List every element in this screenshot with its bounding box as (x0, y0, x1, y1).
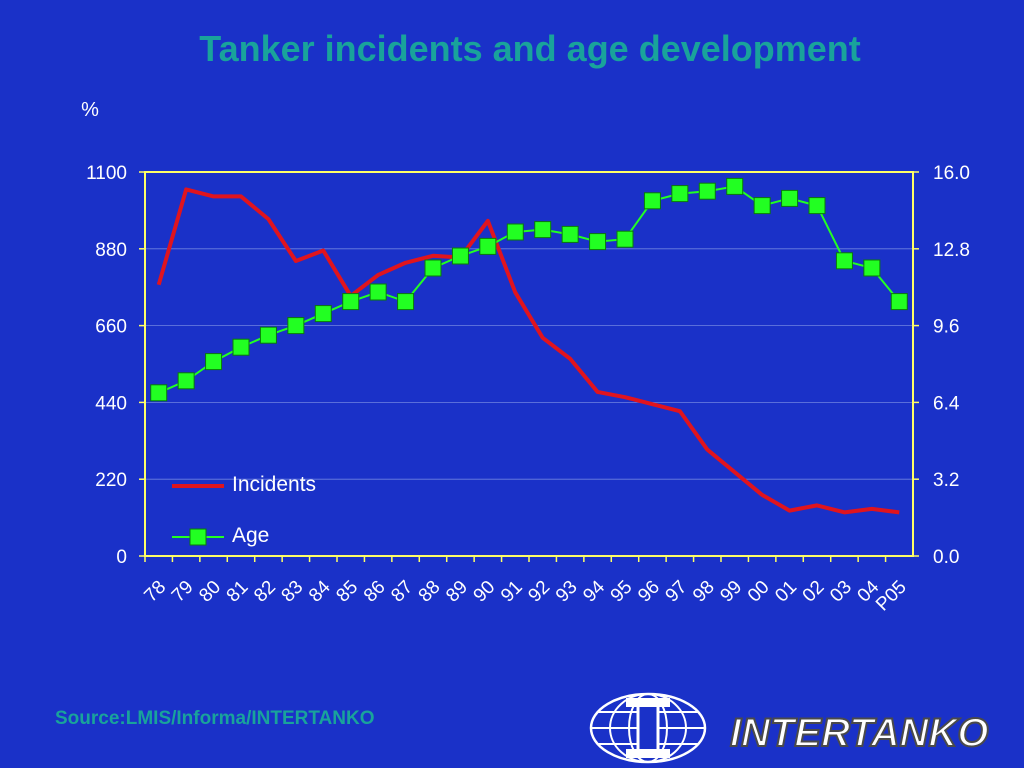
age-point (205, 353, 223, 371)
age-point (506, 223, 524, 241)
age-point (232, 338, 250, 356)
x-tick-label: 81 (223, 577, 253, 607)
age-point (835, 252, 853, 270)
age-point (397, 293, 415, 311)
x-tick-label: 78 (140, 577, 170, 607)
age-point (479, 237, 497, 255)
age-point (451, 247, 469, 265)
age-point (643, 192, 661, 210)
y-tick-label: 220 (95, 470, 127, 491)
x-tick-label: 95 (607, 577, 637, 607)
x-tick-label: 79 (168, 577, 198, 607)
x-tick-label: 99 (716, 577, 746, 607)
age-point (259, 326, 277, 344)
x-tick-label: 90 (470, 577, 500, 607)
age-point (314, 305, 332, 323)
age-point (616, 230, 634, 248)
x-tick-label: 85 (332, 577, 362, 607)
y-tick-label: 880 (95, 240, 127, 261)
age-point (150, 384, 168, 402)
y2-tick-label: 9.6 (933, 317, 959, 338)
age-point (342, 293, 360, 311)
x-tick-label: 83 (278, 577, 308, 607)
x-tick-label: 02 (799, 577, 829, 607)
y2-tick-label: 0.0 (933, 547, 959, 568)
y-axis-label: % (81, 99, 99, 121)
age-point (369, 283, 387, 301)
x-tick-label: 89 (442, 577, 472, 607)
y-tick-label: 440 (95, 393, 127, 414)
source-note: Source:LMIS/Informa/INTERTANKO (55, 708, 375, 729)
x-tick-label: 87 (387, 577, 417, 607)
age-point (287, 317, 305, 335)
x-tick-label: 97 (662, 577, 692, 607)
y-tick-label: 1100 (86, 163, 127, 184)
age-point (753, 197, 771, 215)
x-tick-label: 80 (195, 577, 225, 607)
x-tick-label: 92 (524, 577, 554, 607)
x-tick-label: 03 (826, 577, 856, 607)
age-point (698, 182, 716, 200)
age-point (808, 197, 826, 215)
logo-wordmark: INTERTANKO (730, 711, 989, 755)
x-tick-label: 84 (305, 576, 335, 606)
left-axis: 0 220 440 660 880 1100 (86, 163, 145, 568)
legend: Incidents Age (172, 473, 316, 547)
chart: 0 220 440 660 880 1100 0.0 3.2 6.4 9.6 12.8 16.0 7… (81, 99, 970, 616)
x-tick-label: 82 (250, 577, 280, 607)
age-point (177, 372, 195, 390)
y-tick-label: 660 (95, 317, 127, 338)
globe-logo-icon (589, 692, 707, 764)
x-tick-label: 01 (771, 577, 801, 607)
intertanko-logo: INTERTANKO (589, 692, 990, 764)
x-tick-label: 86 (360, 577, 390, 607)
legend-age-marker (189, 528, 207, 546)
x-tick-label: 93 (552, 577, 582, 607)
y2-tick-label: 6.4 (933, 393, 960, 414)
right-axis: 0.0 3.2 6.4 9.6 12.8 16.0 (913, 163, 970, 568)
plot-area (144, 171, 914, 557)
age-point (424, 259, 442, 277)
age-point (589, 233, 607, 251)
gridlines (145, 248, 913, 480)
age-point (781, 189, 799, 207)
y2-tick-label: 12.8 (933, 240, 970, 261)
incidents-line (156, 187, 900, 515)
x-tick-label: 94 (579, 576, 609, 606)
age-point (890, 293, 908, 311)
legend-incidents-label: Incidents (232, 473, 316, 496)
age-point (726, 177, 744, 195)
x-tick-label: 91 (497, 577, 527, 607)
x-tick-label: 98 (689, 577, 719, 607)
x-tick-label: 96 (634, 577, 664, 607)
x-tick-label: 00 (744, 577, 774, 607)
series-layer (150, 177, 908, 515)
y-tick-label: 0 (116, 547, 127, 568)
age-point (534, 221, 552, 239)
age-line (158, 185, 901, 394)
y2-tick-label: 3.2 (933, 470, 959, 491)
x-tick-label: P05 (872, 577, 911, 616)
legend-age-label: Age (232, 524, 269, 547)
chart-title: Tanker incidents and age development (199, 28, 861, 69)
age-point (561, 225, 579, 243)
y2-tick-label: 16.0 (933, 163, 970, 184)
age-point (863, 259, 881, 277)
x-axis: 7879808182838485868788899091929394959697… (140, 556, 911, 616)
x-tick-label: 88 (415, 577, 445, 607)
age-point (671, 185, 689, 203)
